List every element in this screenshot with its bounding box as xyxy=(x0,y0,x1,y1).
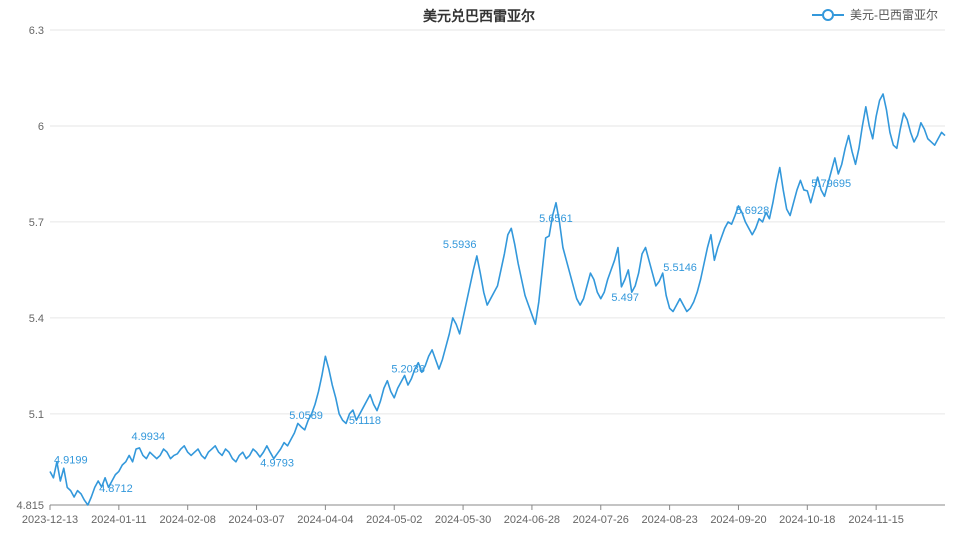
svg-text:5.7: 5.7 xyxy=(29,217,44,229)
data-label: 5.1118 xyxy=(349,415,381,427)
svg-text:6.3: 6.3 xyxy=(29,25,44,37)
chart-plot: 4.815 5.1 5.4 5.7 6 6.3 2023-12-13 2024-01-11 20… xyxy=(0,0,958,539)
svg-text:2024-05-30: 2024-05-30 xyxy=(435,514,491,526)
data-label: 4.9793 xyxy=(260,457,294,469)
svg-text:2024-03-07: 2024-03-07 xyxy=(228,514,284,526)
series-line xyxy=(50,94,945,505)
data-label: 4.9199 xyxy=(54,454,88,466)
svg-text:2024-09-20: 2024-09-20 xyxy=(710,514,766,526)
svg-text:2024-07-26: 2024-07-26 xyxy=(573,514,629,526)
data-label: 5.6928 xyxy=(736,205,770,217)
svg-text:2024-08-23: 2024-08-23 xyxy=(641,514,697,526)
svg-text:4.815: 4.815 xyxy=(16,500,44,512)
data-label: 5.6561 xyxy=(539,213,573,225)
svg-text:2024-04-04: 2024-04-04 xyxy=(297,514,353,526)
data-label: 5.0589 xyxy=(289,410,323,422)
svg-text:2024-05-02: 2024-05-02 xyxy=(366,514,422,526)
chart-container: 美元兑巴西雷亚尔 美元-巴西雷亚尔 4.8155.15.45.766.32023… xyxy=(0,0,958,539)
svg-text:2024-01-11: 2024-01-11 xyxy=(91,514,146,526)
svg-text:5.4: 5.4 xyxy=(29,313,44,325)
data-label: 5.2036 xyxy=(391,364,425,376)
svg-text:2024-06-28: 2024-06-28 xyxy=(504,514,560,526)
svg-text:2023-12-13: 2023-12-13 xyxy=(22,514,78,526)
svg-text:2024-02-08: 2024-02-08 xyxy=(160,514,216,526)
svg-text:2024-10-18: 2024-10-18 xyxy=(779,514,835,526)
data-label: 5.79695 xyxy=(811,178,851,190)
data-label: 4.8712 xyxy=(99,483,133,495)
svg-text:2024-11-15: 2024-11-15 xyxy=(848,514,903,526)
svg-text:6: 6 xyxy=(38,121,44,133)
data-label: 5.5146 xyxy=(663,262,697,274)
data-label: 5.497 xyxy=(611,292,639,304)
svg-text:5.1: 5.1 xyxy=(29,409,44,421)
data-label: 5.5936 xyxy=(443,239,477,251)
data-label: 4.9934 xyxy=(132,431,166,443)
